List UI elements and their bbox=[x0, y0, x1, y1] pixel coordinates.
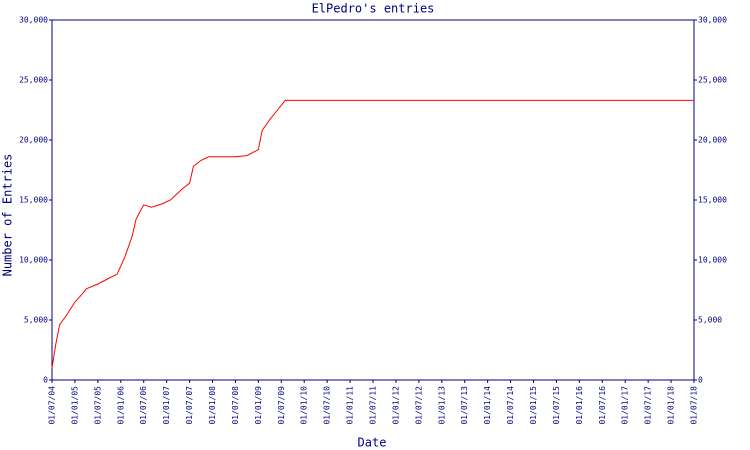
x-tick-label: 01/07/11 bbox=[369, 386, 378, 425]
x-tick-label: 01/01/17 bbox=[621, 386, 630, 425]
x-tick-label: 01/07/10 bbox=[323, 386, 332, 425]
y-tick-label: 30,000 bbox=[19, 16, 48, 25]
x-tick-label: 01/01/06 bbox=[116, 386, 125, 425]
y-axis-label: Number of Entries bbox=[1, 154, 15, 277]
x-tick-label: 01/07/18 bbox=[690, 386, 699, 425]
x-tick-label: 01/01/10 bbox=[300, 386, 309, 425]
x-tick-label: 01/07/08 bbox=[231, 386, 240, 425]
x-tick-label: 01/07/16 bbox=[598, 386, 607, 425]
x-tick-label: 01/07/05 bbox=[93, 386, 102, 425]
y2-tick-label: 30,000 bbox=[698, 16, 727, 25]
x-tick-label: 01/01/14 bbox=[483, 386, 492, 425]
x-tick-label: 01/01/09 bbox=[254, 386, 263, 425]
y2-tick-label: 0 bbox=[698, 376, 703, 385]
x-tick-label: 01/01/15 bbox=[529, 386, 538, 425]
x-tick-label: 01/01/18 bbox=[667, 386, 676, 425]
x-tick-label: 01/07/13 bbox=[460, 386, 469, 425]
x-tick-label: 01/01/16 bbox=[575, 386, 584, 425]
y2-tick-label: 25,000 bbox=[698, 76, 727, 85]
y2-tick-label: 5,000 bbox=[698, 316, 722, 325]
x-tick-label: 01/01/11 bbox=[346, 386, 355, 425]
y-tick-label: 10,000 bbox=[19, 256, 48, 265]
chart-title: ElPedro's entries bbox=[312, 2, 435, 16]
x-tick-label: 01/01/13 bbox=[437, 386, 446, 425]
x-axis-label: Date bbox=[358, 436, 387, 450]
y-tick-label: 20,000 bbox=[19, 136, 48, 145]
x-tick-label: 01/07/12 bbox=[414, 386, 423, 425]
x-tick-label: 01/01/05 bbox=[70, 386, 79, 425]
x-tick-label: 01/07/14 bbox=[506, 386, 515, 425]
y-tick-label: 25,000 bbox=[19, 76, 48, 85]
y-tick-label: 15,000 bbox=[19, 196, 48, 205]
x-tick-label: 01/01/12 bbox=[391, 386, 400, 425]
x-tick-label: 01/07/04 bbox=[48, 386, 57, 425]
x-tick-label: 01/07/15 bbox=[552, 386, 561, 425]
x-tick-label: 01/07/09 bbox=[277, 386, 286, 425]
x-tick-label: 01/01/08 bbox=[208, 386, 217, 425]
line-series bbox=[51, 99, 694, 369]
x-tick-label: 01/07/07 bbox=[185, 386, 194, 425]
x-tick-label: 01/07/06 bbox=[139, 386, 148, 425]
x-tick-label: 01/01/07 bbox=[162, 386, 171, 425]
y-tick-label: 0 bbox=[43, 376, 48, 385]
y2-tick-label: 20,000 bbox=[698, 136, 727, 145]
y2-tick-label: 15,000 bbox=[698, 196, 727, 205]
x-tick-label: 01/07/17 bbox=[644, 386, 653, 425]
y-tick-label: 5,000 bbox=[24, 316, 48, 325]
y2-tick-label: 10,000 bbox=[698, 256, 727, 265]
plot-frame bbox=[51, 19, 695, 381]
